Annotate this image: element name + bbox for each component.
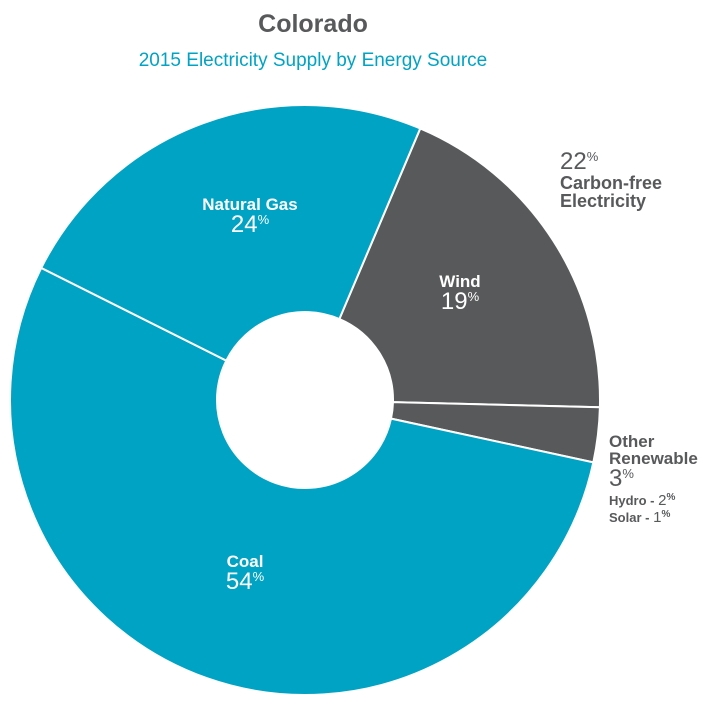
percent-sign: % <box>586 149 599 164</box>
chart-title: Colorado <box>258 10 368 38</box>
breakdown-label: Solar - <box>609 510 650 525</box>
label-coal: Coal 54% <box>205 553 285 594</box>
percent-sign: % <box>252 569 265 584</box>
breakdown-hydro: Hydro - 2% <box>609 492 719 509</box>
percent-sign: % <box>622 466 634 481</box>
label-carbon-free: 22% Carbon-free Electricity <box>560 148 710 211</box>
slice-wind <box>338 127 601 409</box>
label-wind: Wind 19% <box>420 273 500 314</box>
slice-name: Coal <box>226 552 264 571</box>
slice-pct: 19 <box>440 288 468 315</box>
percent-sign: % <box>467 289 480 304</box>
breakdown-value: 2 <box>658 492 667 509</box>
percent-sign: % <box>661 509 671 520</box>
slice-pct: 24 <box>230 211 258 238</box>
breakdown-label: Hydro - <box>609 493 655 508</box>
slice-name: Wind <box>439 272 481 291</box>
slice-name: Natural Gas <box>202 195 298 214</box>
group-name: Carbon-free Electricity <box>560 173 663 211</box>
slice-pct: 54 <box>225 568 253 595</box>
label-other-renewable: Other Renewable 3% Hydro - 2% Solar - 1% <box>609 433 719 525</box>
breakdown-solar: Solar - 1% <box>609 509 719 526</box>
chart-subtitle: 2015 Electricity Supply by Energy Source <box>138 50 488 71</box>
percent-sign: % <box>666 492 676 503</box>
slice-natural-gas <box>39 104 422 362</box>
slice-name: Other Renewable <box>609 432 698 468</box>
group-pct: 22 <box>560 148 587 175</box>
label-natural-gas: Natural Gas 24% <box>190 196 310 237</box>
breakdown-value: 1 <box>653 509 662 526</box>
slice-pct: 3 <box>609 465 623 492</box>
percent-sign: % <box>257 212 270 227</box>
slice-coal <box>9 266 595 696</box>
